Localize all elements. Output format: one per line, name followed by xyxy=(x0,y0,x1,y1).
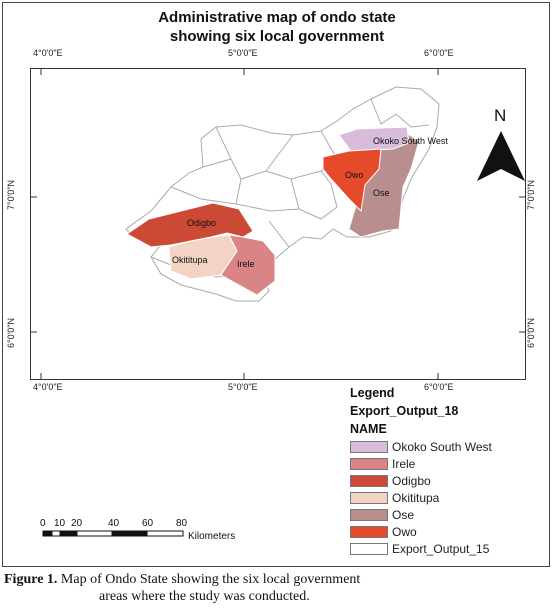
scale-bar: 0 10 20 40 60 80 Kilometers xyxy=(40,515,270,550)
legend-swatch xyxy=(350,526,388,538)
caption-label: Figure 1. xyxy=(4,572,58,587)
figure-frame xyxy=(2,2,550,567)
label-okititupa: Okititupa xyxy=(172,255,208,265)
tick-top-6e: 6°0'0"E xyxy=(424,48,454,58)
label-okoko-south-west: Okoko South West xyxy=(373,136,448,146)
graticule-ticks xyxy=(31,69,525,379)
legend-swatch xyxy=(350,509,388,521)
map-panel[interactable]: Okoko South West Owo Ose Odigbo Okititup… xyxy=(30,68,526,380)
legend-label: Owo xyxy=(392,525,417,539)
legend-label: Irele xyxy=(392,457,416,471)
legend-field: NAME xyxy=(350,422,387,436)
legend-label: Okoko South West xyxy=(392,440,492,454)
legend-item-odigbo: Odigbo xyxy=(350,474,431,488)
legend-item-okititupa: Okititupa xyxy=(350,491,439,505)
label-owo: Owo xyxy=(345,170,364,180)
tick-top-5e: 5°0'0"E xyxy=(228,48,258,58)
lga-irele[interactable] xyxy=(220,234,276,296)
scale-label-0: 0 xyxy=(40,518,46,529)
caption-line1: Map of Ondo State showing the six local … xyxy=(60,572,361,587)
ondo-map-svg: Okoko South West Owo Ose Odigbo Okititup… xyxy=(31,69,525,379)
scale-label-20: 20 xyxy=(71,518,83,529)
tick-bottom-5e: 5°0'0"E xyxy=(228,382,258,392)
tick-top-4e: 4°0'0"E xyxy=(33,48,63,58)
legend-label: Okititupa xyxy=(392,491,440,505)
figure-caption: Figure 1. Map of Ondo State showing the … xyxy=(4,571,550,605)
tick-bottom-4e: 4°0'0"E xyxy=(33,382,63,392)
label-irele: Irele xyxy=(237,259,255,269)
legend-item-owo: Owo xyxy=(350,525,417,539)
caption-line2: areas where the study was conducted. xyxy=(99,589,310,604)
legend-item-irele: Irele xyxy=(350,457,415,471)
legend-swatch xyxy=(350,543,388,555)
legend-label: Ose xyxy=(392,508,415,522)
legend-item-export-output-15: Export_Output_15 xyxy=(350,542,489,556)
legend-swatch xyxy=(350,492,388,504)
legend-swatch xyxy=(350,441,388,453)
map-title-line2: showing six local government xyxy=(169,28,385,45)
tick-bottom-6e: 6°0'0"E xyxy=(424,382,454,392)
legend-item-okoko-south-west: Okoko South West xyxy=(350,440,492,454)
scale-label-40: 40 xyxy=(108,518,120,529)
scale-bar-svg: 0 10 20 40 60 80 Kilometers xyxy=(40,518,235,542)
tick-right-6n: 6°0'0"N xyxy=(526,317,537,349)
legend-title: Legend xyxy=(350,386,395,400)
lga-owo[interactable] xyxy=(322,148,382,213)
label-ose: Ose xyxy=(373,188,390,198)
legend-layer: Export_Output_18 xyxy=(350,404,459,418)
scale-unit: Kilometers xyxy=(188,531,235,542)
legend-item-ose: Ose xyxy=(350,508,414,522)
tick-right-7n: 7°0'0"N xyxy=(526,179,537,211)
north-arrow-icon: N xyxy=(477,106,525,181)
map-title-line1: Administrative map of ondo state xyxy=(158,9,396,26)
scale-label-80: 80 xyxy=(176,518,188,529)
north-label: N xyxy=(494,106,506,125)
tick-left-6n: 6°0'0"N xyxy=(6,317,17,349)
legend-label: Odigbo xyxy=(392,474,431,488)
scale-label-60: 60 xyxy=(142,518,154,529)
label-odigbo: Odigbo xyxy=(187,218,216,228)
legend-swatch xyxy=(350,458,388,470)
scale-label-10: 10 xyxy=(54,518,66,529)
legend-swatch xyxy=(350,475,388,487)
legend-label: Export_Output_15 xyxy=(392,542,490,556)
tick-left-7n: 7°0'0"N xyxy=(6,179,17,211)
